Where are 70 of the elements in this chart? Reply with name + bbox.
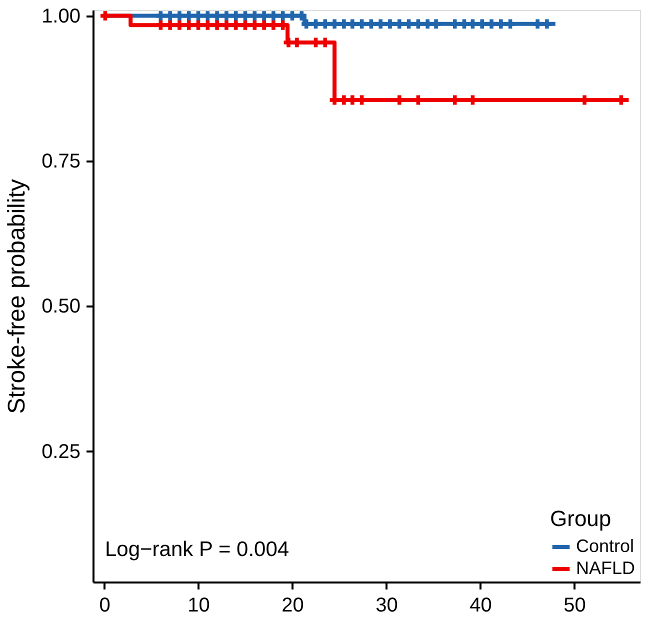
point — [450, 19, 460, 29]
point — [202, 20, 212, 30]
point — [422, 19, 432, 29]
point — [100, 11, 110, 21]
x-tick-label: 50 — [564, 594, 586, 616]
legend-title: Group — [550, 506, 612, 531]
point — [268, 20, 278, 30]
point — [320, 19, 330, 29]
point — [194, 11, 204, 21]
point — [222, 11, 232, 21]
legend-label: NAFLD — [576, 558, 636, 578]
point — [404, 19, 414, 29]
point — [194, 20, 204, 30]
point — [431, 19, 441, 29]
point — [250, 20, 260, 30]
point — [184, 11, 194, 21]
point — [394, 19, 404, 29]
point — [506, 19, 516, 29]
point — [222, 20, 232, 30]
x-tick-label: 10 — [188, 594, 210, 616]
point — [165, 20, 175, 30]
point — [259, 11, 269, 21]
x-tick-label: 40 — [470, 594, 492, 616]
point — [357, 19, 367, 29]
point — [532, 19, 542, 29]
point — [259, 20, 269, 30]
y-axis-title: Stroke-free probability — [4, 179, 31, 414]
point — [278, 20, 288, 30]
point — [486, 19, 496, 29]
point — [460, 19, 469, 29]
point — [311, 19, 320, 29]
y-tick-label: 0.75 — [42, 150, 80, 172]
point — [212, 11, 222, 21]
annotation: Log−rank P = 0.004 — [105, 538, 290, 561]
point — [240, 20, 250, 30]
point — [468, 19, 478, 29]
point — [174, 11, 184, 21]
x-tick-label: 30 — [376, 594, 398, 616]
point — [366, 19, 376, 29]
point — [477, 19, 487, 29]
y-tick-label: 0.25 — [42, 440, 80, 463]
point — [339, 19, 349, 29]
point — [278, 11, 288, 21]
x-tick-label: 0 — [99, 594, 110, 616]
point — [202, 11, 212, 21]
legend-label: Control — [576, 536, 634, 556]
point — [376, 19, 386, 29]
point — [496, 19, 506, 29]
point — [231, 20, 241, 30]
x-tick-label: 20 — [282, 594, 304, 616]
point — [165, 11, 175, 21]
point — [250, 11, 260, 21]
y-tick-label: 1.00 — [42, 5, 80, 28]
point — [288, 11, 297, 21]
point — [296, 11, 306, 21]
point — [156, 11, 166, 21]
point — [348, 19, 358, 29]
point — [184, 20, 194, 30]
point — [302, 19, 312, 29]
point — [156, 20, 166, 30]
point — [385, 19, 395, 29]
point — [240, 11, 250, 21]
point — [413, 19, 423, 29]
y-tick-label: 0.50 — [42, 296, 80, 318]
point — [330, 19, 340, 29]
point — [542, 19, 552, 29]
point — [268, 11, 278, 21]
point — [231, 11, 241, 21]
point — [212, 20, 222, 30]
point — [174, 20, 184, 30]
